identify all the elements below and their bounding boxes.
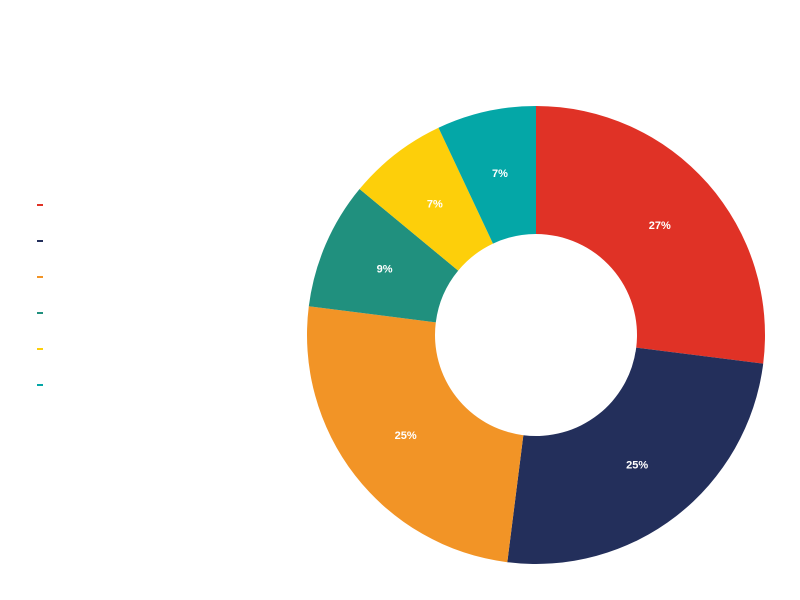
legend-swatch — [37, 276, 43, 278]
donut-slice — [536, 106, 765, 364]
slice-value-label: 7% — [492, 168, 508, 180]
legend-item — [37, 307, 43, 343]
legend-swatch — [37, 312, 43, 314]
donut-slice — [438, 106, 536, 244]
slice-value-label: 9% — [377, 263, 393, 275]
legend-swatch — [37, 348, 43, 350]
legend-item — [37, 271, 43, 307]
slice-value-label: 25% — [626, 459, 648, 471]
legend-item — [37, 235, 43, 271]
legend-item — [37, 343, 43, 379]
legend — [37, 199, 43, 415]
donut-slice — [507, 347, 764, 564]
slice-value-label: 27% — [649, 220, 671, 232]
donut-slice — [359, 127, 493, 271]
legend-item — [37, 379, 43, 415]
legend-swatch — [37, 384, 43, 386]
legend-swatch — [37, 240, 43, 242]
legend-swatch — [37, 204, 43, 206]
donut-slice — [307, 306, 524, 563]
donut-slice — [308, 189, 459, 323]
legend-item — [37, 199, 43, 235]
slice-value-label: 25% — [395, 430, 417, 442]
slice-value-label: 7% — [427, 199, 443, 211]
